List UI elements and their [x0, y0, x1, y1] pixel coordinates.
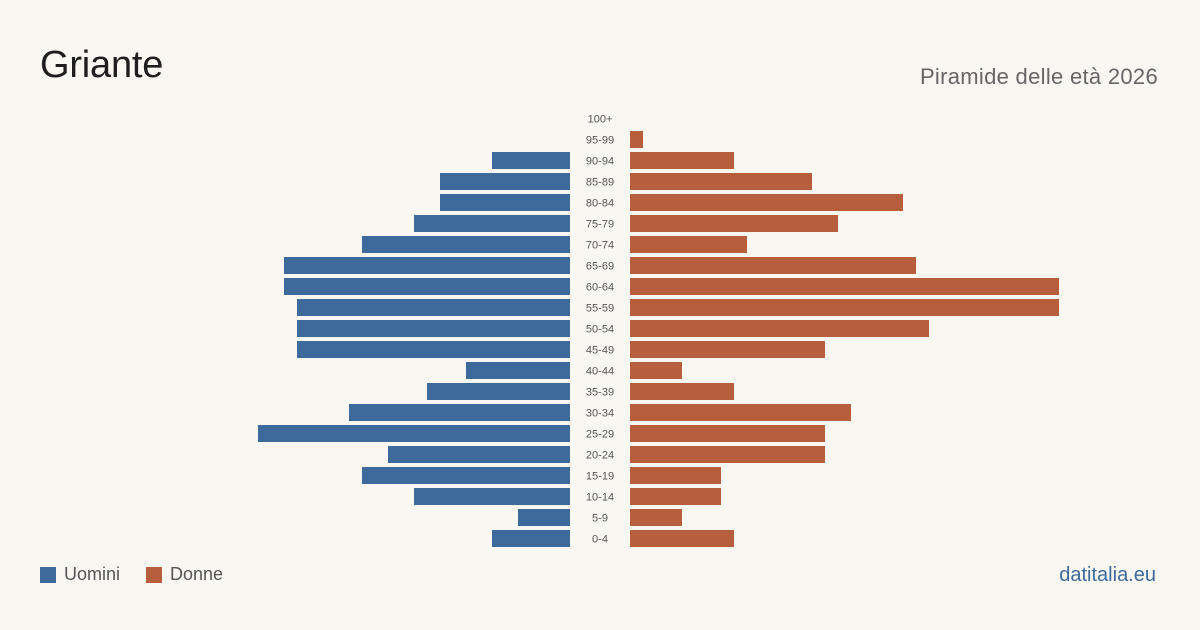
- bar-women-55-59: [630, 299, 1059, 316]
- age-group-label: 80-84: [586, 198, 614, 210]
- age-group-label: 55-59: [586, 303, 614, 315]
- bar-women-95-99: [630, 131, 643, 148]
- brand-link[interactable]: datitalia.eu: [1059, 564, 1156, 586]
- legend: Uomini Donne: [40, 564, 249, 585]
- bar-men-60-64: [284, 278, 570, 295]
- age-group-label: 20-24: [586, 450, 614, 462]
- age-group-label: 65-69: [586, 261, 614, 273]
- bar-women-80-84: [630, 194, 903, 211]
- bar-women-75-79: [630, 215, 838, 232]
- bar-women-50-54: [630, 320, 929, 337]
- legend-label-men: Uomini: [64, 564, 121, 584]
- legend-swatch-men: [40, 566, 56, 583]
- bar-men-55-59: [297, 299, 570, 316]
- legend-item-men: Uomini: [40, 564, 120, 585]
- age-group-label: 35-39: [586, 387, 614, 399]
- bar-men-5-9: [518, 509, 570, 526]
- bar-men-35-39: [427, 383, 570, 400]
- age-group-label: 90-94: [586, 156, 614, 168]
- age-group-label: 60-64: [586, 282, 614, 294]
- legend-swatch-women: [146, 566, 163, 583]
- bar-women-40-44: [630, 362, 682, 379]
- age-group-label: 85-89: [586, 177, 614, 189]
- bar-men-40-44: [466, 362, 570, 379]
- age-group-label: 25-29: [586, 429, 614, 441]
- bar-men-75-79: [414, 215, 570, 232]
- legend-label-women: Donne: [170, 564, 224, 584]
- age-group-label: 5-9: [592, 513, 608, 525]
- bar-men-85-89: [440, 173, 570, 190]
- bar-women-85-89: [630, 173, 812, 190]
- chart-subtitle: Piramide delle età 2026: [919, 64, 1158, 89]
- bar-women-10-14: [630, 488, 721, 505]
- age-group-label: 45-49: [586, 345, 614, 357]
- bar-men-70-74: [362, 236, 570, 253]
- bar-men-20-24: [388, 446, 570, 463]
- bar-women-25-29: [630, 425, 825, 442]
- bar-women-15-19: [630, 467, 721, 484]
- bar-men-15-19: [362, 467, 570, 484]
- bar-women-20-24: [630, 446, 825, 463]
- age-group-label: 50-54: [586, 324, 614, 336]
- legend-item-women: Donne: [146, 564, 223, 585]
- bar-women-60-64: [630, 278, 1059, 295]
- age-group-label: 100+: [588, 114, 613, 126]
- age-group-label: 30-34: [586, 408, 614, 420]
- bar-men-0-4: [492, 530, 570, 547]
- bar-women-30-34: [630, 404, 851, 421]
- age-group-label: 70-74: [586, 240, 614, 252]
- bar-men-30-34: [349, 404, 570, 421]
- bar-men-10-14: [414, 488, 570, 505]
- bar-women-5-9: [630, 509, 682, 526]
- bar-men-25-29: [258, 425, 570, 442]
- bar-men-90-94: [492, 152, 570, 169]
- bar-women-35-39: [630, 383, 734, 400]
- bar-women-45-49: [630, 341, 825, 358]
- bar-women-70-74: [630, 236, 747, 253]
- age-group-label: 40-44: [586, 366, 614, 378]
- age-group-label: 10-14: [586, 492, 614, 504]
- age-group-label: 95-99: [586, 135, 614, 147]
- bar-men-50-54: [297, 320, 570, 337]
- bar-women-65-69: [630, 257, 916, 274]
- bar-men-65-69: [284, 257, 570, 274]
- bar-women-90-94: [630, 152, 734, 169]
- chart-title: Griante: [40, 44, 164, 86]
- bar-men-45-49: [297, 341, 570, 358]
- age-group-label: 0-4: [592, 534, 608, 546]
- bar-men-80-84: [440, 194, 570, 211]
- bar-women-0-4: [630, 530, 734, 547]
- age-group-label: 75-79: [586, 219, 614, 231]
- age-group-label: 15-19: [586, 471, 614, 483]
